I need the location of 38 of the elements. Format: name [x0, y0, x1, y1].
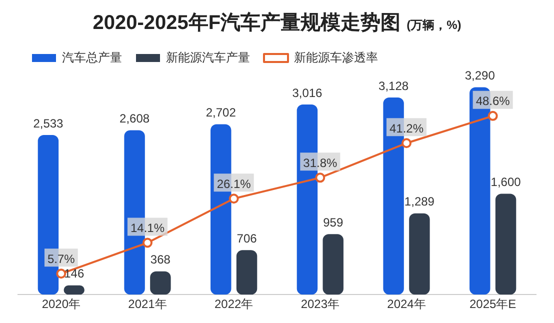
data-label: 1,600	[490, 175, 522, 190]
x-tick-label: 2025年E	[469, 297, 516, 312]
legend-label: 汽车总产量	[62, 50, 122, 64]
data-label: 2,702	[206, 106, 236, 120]
point	[315, 172, 326, 183]
bar	[322, 234, 344, 295]
point	[142, 238, 152, 248]
data-label: 959	[323, 215, 344, 230]
data-label: 3,128	[378, 78, 409, 93]
bar	[150, 271, 171, 295]
data-label: 14.1%	[130, 221, 165, 236]
x-tick-label: 2023年	[300, 297, 340, 312]
data-label: 41.2%	[389, 121, 424, 136]
data-label: 2,533	[33, 116, 64, 130]
bar	[236, 250, 258, 295]
data-label: 5.7%	[47, 252, 76, 266]
point	[488, 110, 498, 121]
chart-title: 2020-2025年F汽车产量规模走势图	[92, 12, 401, 34]
bar	[495, 194, 516, 295]
point	[402, 138, 412, 148]
data-label: 368	[150, 252, 171, 267]
data-label: 2,608	[120, 112, 150, 126]
x-tick-label: 2021年	[128, 297, 167, 312]
data-label: 1,289	[404, 194, 435, 209]
data-label: 48.6%	[476, 94, 510, 108]
x-tick-label: 2024年	[387, 297, 426, 312]
data-label: 26.1%	[216, 176, 252, 191]
data-label: 31.8%	[303, 156, 338, 170]
x-tick-label: 2020年	[42, 297, 81, 312]
data-label: 3,016	[292, 86, 323, 100]
data-label: 706	[236, 231, 258, 246]
legend-label: 新能源汽车产量	[166, 50, 250, 64]
data-label: 3,290	[464, 68, 496, 83]
bar	[409, 213, 430, 295]
point	[228, 194, 239, 204]
legend-label: 新能源车渗透率	[294, 50, 378, 64]
x-tick-label: 2022年	[214, 297, 254, 312]
chart-subtitle: (万辆，%)	[406, 18, 462, 32]
